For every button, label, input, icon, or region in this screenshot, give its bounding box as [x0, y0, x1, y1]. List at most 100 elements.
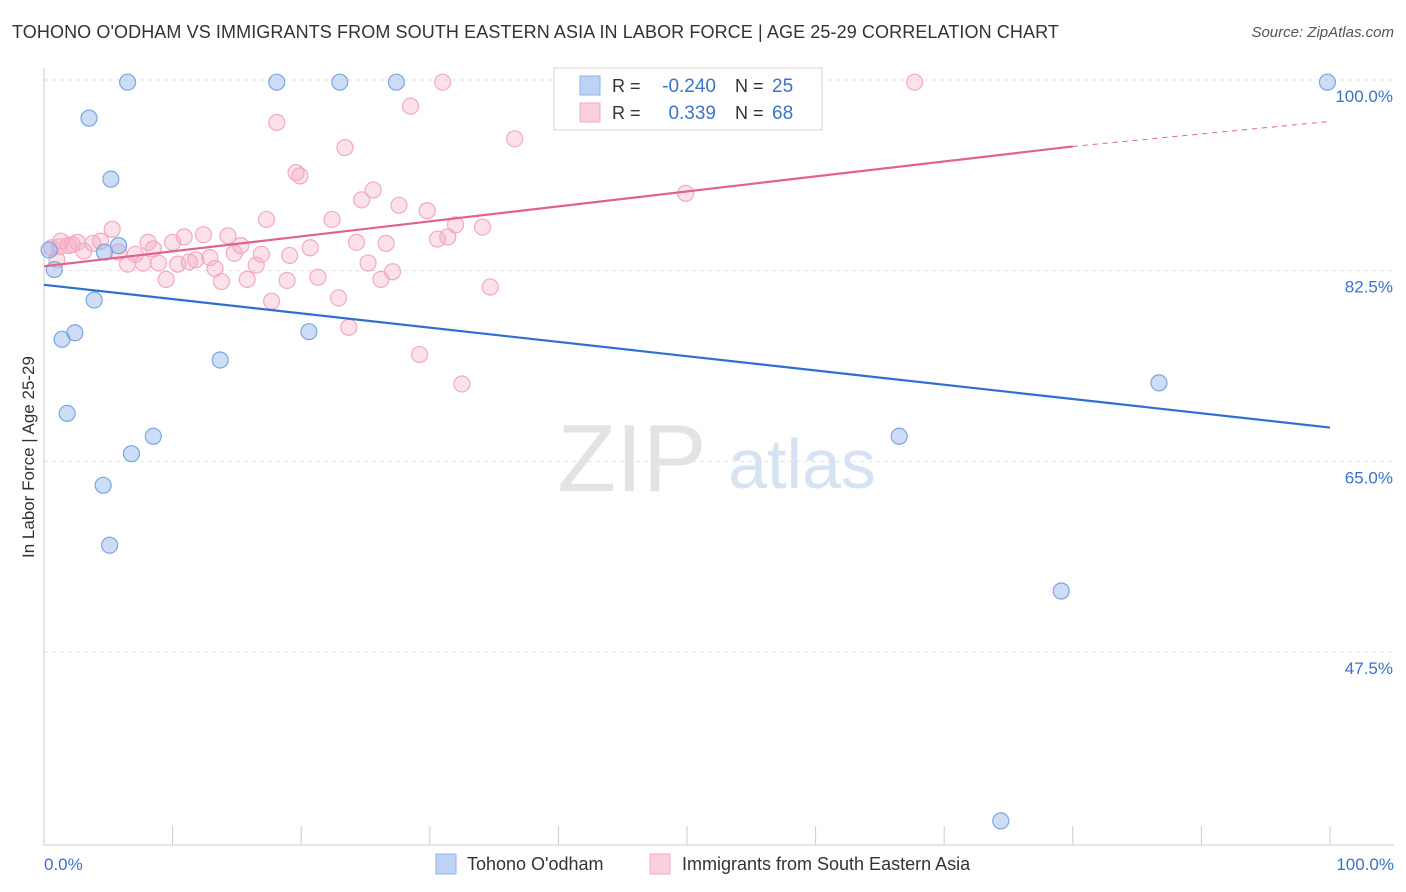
data-point-blue [102, 170, 120, 188]
data-point-blue [1052, 582, 1070, 600]
data-point-blue [80, 109, 98, 127]
data-point-pink [50, 238, 69, 256]
stats-n-label-blue: N = [735, 76, 764, 96]
data-point-blue [58, 404, 76, 422]
data-point-pink [481, 278, 499, 296]
data-point-blue [211, 351, 229, 369]
data-point-blue [992, 812, 1010, 830]
data-point-blue [122, 445, 141, 463]
gridlines [44, 79, 1394, 653]
data-point-pink [453, 375, 471, 393]
stats-swatch-blue [579, 75, 601, 96]
stats-n-value-blue: 25 [772, 76, 793, 97]
y-tick-label: 100.0% [1335, 87, 1393, 106]
legend-label-pink: Immigrants from South Eastern Asia [682, 854, 971, 874]
x-tick-label-min: 0.0% [44, 855, 83, 874]
data-point-pink [238, 270, 256, 288]
data-point-pink [428, 230, 447, 248]
data-point-pink [383, 263, 402, 281]
data-point-pink [301, 239, 319, 257]
data-point-blue [109, 237, 128, 255]
data-point-blue [85, 291, 103, 309]
series-legend: Tohono O'odham Immigrants from South Eas… [435, 853, 971, 875]
data-point-pink [353, 191, 371, 209]
data-point-pink [201, 248, 219, 267]
data-point-pink [340, 318, 358, 336]
data-point-blue [890, 427, 908, 445]
data-point-pink [194, 226, 213, 244]
data-point-pink [247, 256, 265, 274]
data-point-pink [157, 270, 175, 288]
data-point-pink [336, 138, 354, 157]
stats-r-label-pink: R = [612, 103, 641, 123]
stats-legend: R = -0.240 N = 25 R = 0.339 N = 68 [553, 67, 823, 131]
data-point-pink [401, 97, 420, 115]
watermark-zip: ZIP [557, 405, 706, 512]
legend-label-blue: Tohono O'odham [467, 854, 604, 874]
data-point-pink [390, 196, 408, 214]
data-point-pink [63, 235, 81, 254]
stats-r-label-blue: R = [612, 76, 641, 96]
watermark: ZIP atlas [557, 405, 876, 512]
data-point-pink [291, 167, 309, 185]
trend-line-blue [43, 283, 1331, 429]
series-pink-points [43, 73, 924, 393]
series-blue-points [40, 73, 1337, 830]
stats-n-label-pink: N = [735, 103, 764, 123]
data-point-pink [309, 268, 327, 286]
trend-line-pink-extension [1072, 120, 1331, 147]
x-ticks [43, 826, 1331, 845]
trend-lines [43, 120, 1331, 429]
stats-n-value-pink: 68 [772, 103, 793, 124]
data-point-pink [232, 237, 250, 255]
data-point-pink [212, 272, 231, 291]
y-tick-labels: 47.5% 65.0% 82.5% 100.0% [1335, 87, 1393, 678]
watermark-atlas: atlas [728, 425, 876, 503]
stats-r-value-blue: -0.240 [662, 76, 716, 97]
legend-swatch-pink [649, 853, 671, 875]
data-point-pink [323, 210, 341, 229]
data-point-blue [300, 323, 318, 341]
axes [43, 68, 1394, 846]
data-point-blue [118, 73, 137, 91]
data-point-pink [329, 289, 348, 307]
data-point-blue [100, 536, 119, 554]
chart-title: TOHONO O'ODHAM VS IMMIGRANTS FROM SOUTH … [12, 22, 1059, 42]
data-point-pink [347, 233, 366, 251]
data-point-pink [91, 232, 110, 250]
data-point-pink [149, 254, 168, 272]
stats-r-value-pink: 0.339 [668, 103, 716, 124]
data-point-pink [268, 113, 286, 132]
data-point-pink [359, 254, 377, 272]
data-point-pink [263, 292, 281, 310]
data-point-pink [281, 246, 299, 265]
y-tick-label: 65.0% [1345, 468, 1393, 487]
data-point-pink [506, 130, 524, 148]
data-point-pink [175, 228, 193, 246]
data-point-pink [252, 245, 270, 263]
data-point-pink [410, 345, 429, 364]
data-point-pink [377, 234, 395, 253]
data-point-pink [906, 73, 924, 91]
source-note: Source: ZipAtlas.com [1251, 24, 1394, 41]
data-point-blue [66, 324, 84, 342]
stats-swatch-pink [579, 102, 601, 123]
data-point-pink [134, 254, 152, 272]
data-point-pink [418, 202, 436, 220]
data-point-pink [473, 218, 492, 236]
data-point-pink [434, 73, 452, 91]
data-point-pink [278, 271, 296, 290]
data-point-pink [180, 253, 198, 271]
data-point-pink [257, 210, 276, 229]
y-axis-title: In Labor Force | Age 25-29 [19, 356, 38, 558]
data-point-pink [364, 181, 382, 199]
data-point-pink [446, 216, 465, 234]
data-point-blue [387, 73, 405, 91]
x-tick-labels: 0.0% 100.0% [44, 855, 1394, 874]
data-point-blue [1318, 73, 1337, 91]
data-point-blue [40, 241, 58, 259]
data-point-blue [144, 427, 162, 445]
data-point-blue [94, 476, 112, 494]
data-point-pink [439, 228, 457, 246]
